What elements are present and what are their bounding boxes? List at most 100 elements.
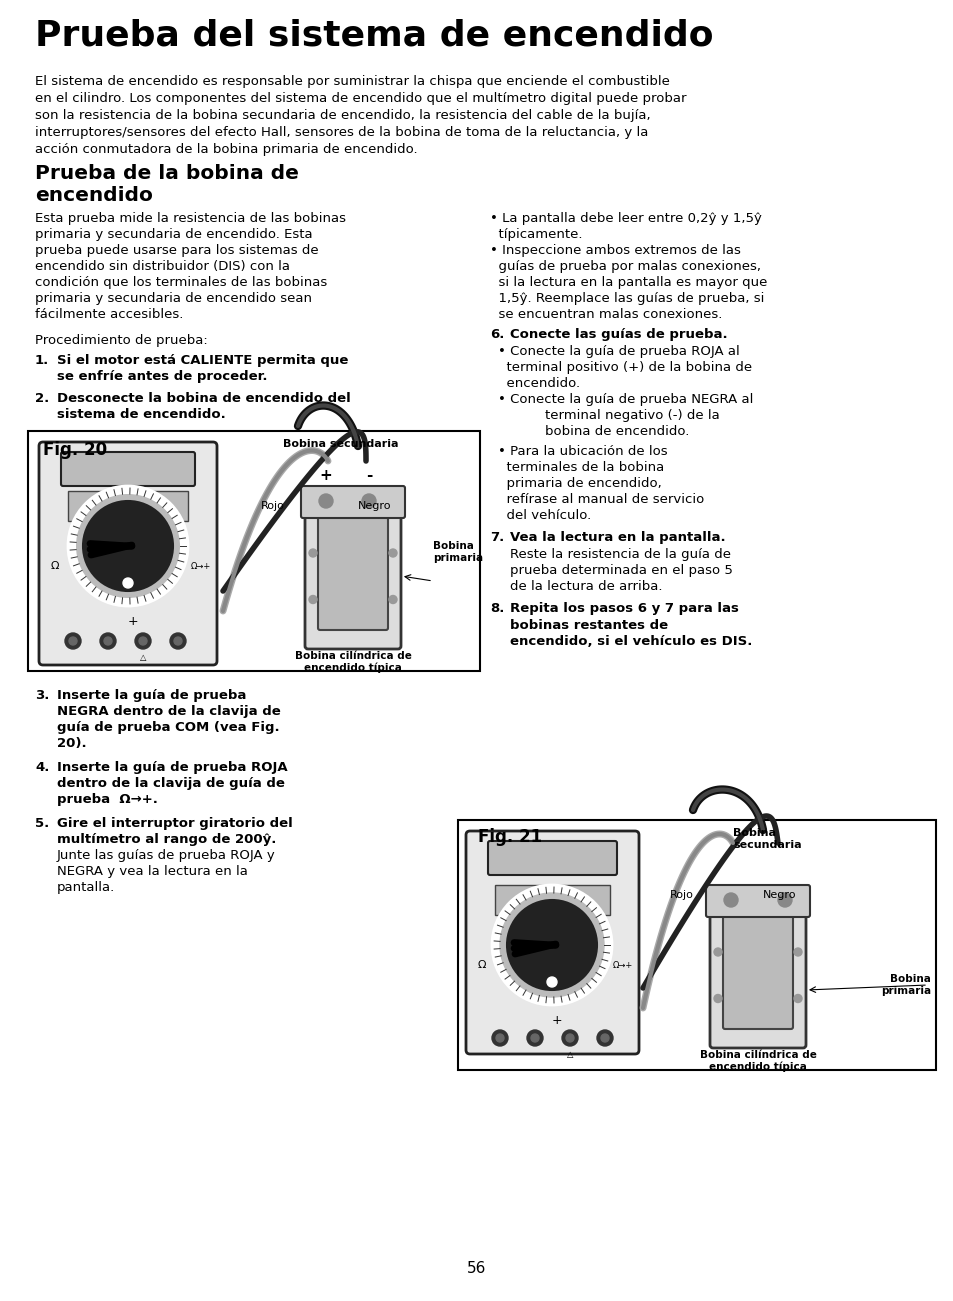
- Circle shape: [65, 634, 81, 649]
- Text: Rojo: Rojo: [261, 501, 285, 511]
- Circle shape: [723, 892, 738, 907]
- Text: 4.: 4.: [35, 761, 50, 774]
- Circle shape: [793, 948, 801, 956]
- Circle shape: [506, 900, 597, 990]
- Circle shape: [309, 549, 316, 557]
- Text: Prueba del sistema de encendido: Prueba del sistema de encendido: [35, 18, 713, 52]
- Circle shape: [713, 948, 721, 956]
- Text: terminal negativo (-) de la: terminal negativo (-) de la: [544, 409, 719, 422]
- Circle shape: [83, 501, 172, 591]
- Circle shape: [139, 637, 147, 645]
- Text: El sistema de encendido es responsable por suministrar la chispa que enciende el: El sistema de encendido es responsable p…: [35, 75, 669, 88]
- Text: primaria y secundaria de encendido. Esta: primaria y secundaria de encendido. Esta: [35, 228, 313, 241]
- Text: △: △: [566, 1050, 573, 1059]
- Text: Vea la lectura en la pantalla.: Vea la lectura en la pantalla.: [510, 531, 725, 544]
- Text: +: +: [128, 614, 138, 627]
- Circle shape: [389, 596, 396, 604]
- Text: Bobina cilíndrica de
encendido típica: Bobina cilíndrica de encendido típica: [294, 650, 411, 673]
- Text: Negro: Negro: [357, 501, 391, 511]
- Text: 5.: 5.: [35, 817, 50, 830]
- FancyBboxPatch shape: [709, 887, 805, 1049]
- Text: guías de prueba por malas conexiones,: guías de prueba por malas conexiones,: [490, 260, 760, 273]
- Text: 2.: 2.: [35, 392, 50, 405]
- Text: 1.: 1.: [35, 354, 50, 367]
- Circle shape: [561, 1030, 578, 1046]
- Text: pantalla.: pantalla.: [57, 881, 115, 894]
- Circle shape: [546, 977, 557, 987]
- Text: • Inspeccione ambos extremos de las: • Inspeccione ambos extremos de las: [490, 245, 740, 258]
- Text: 3.: 3.: [35, 690, 50, 703]
- Text: encendido: encendido: [35, 186, 152, 206]
- Text: 20).: 20).: [57, 736, 87, 749]
- FancyBboxPatch shape: [61, 451, 194, 487]
- Text: • La pantalla debe leer entre 0,2ŷ y 1,5ŷ: • La pantalla debe leer entre 0,2ŷ y 1,5…: [490, 212, 761, 225]
- Text: prueba puede usarse para los sistemas de: prueba puede usarse para los sistemas de: [35, 245, 318, 258]
- Text: se encuentran malas conexiones.: se encuentran malas conexiones.: [490, 308, 721, 321]
- Bar: [28, 431, 479, 671]
- Circle shape: [565, 1034, 574, 1042]
- Text: Ω: Ω: [477, 960, 486, 971]
- Text: Bobina
primaria: Bobina primaria: [433, 541, 482, 562]
- Text: Procedimiento de prueba:: Procedimiento de prueba:: [35, 334, 208, 347]
- Text: bobina de encendido.: bobina de encendido.: [544, 425, 689, 438]
- Text: encendido.: encendido.: [497, 377, 579, 390]
- Text: NEGRA y vea la lectura en la: NEGRA y vea la lectura en la: [57, 865, 248, 878]
- Text: Negro: Negro: [762, 890, 796, 900]
- Text: Gire el interruptor giratorio del: Gire el interruptor giratorio del: [57, 817, 293, 830]
- FancyBboxPatch shape: [39, 442, 216, 665]
- Text: Fig. 20: Fig. 20: [43, 441, 107, 459]
- Text: • Conecte la guía de prueba ROJA al: • Conecte la guía de prueba ROJA al: [497, 345, 739, 358]
- Text: Ω→+: Ω→+: [613, 960, 633, 969]
- Circle shape: [526, 1030, 542, 1046]
- Text: prueba  Ω→+.: prueba Ω→+.: [57, 794, 157, 807]
- Text: Bobina
secundaria: Bobina secundaria: [732, 827, 801, 850]
- Text: • Conecte la guía de prueba NEGRA al: • Conecte la guía de prueba NEGRA al: [497, 393, 753, 406]
- Text: Repita los pasos 6 y 7 para las: Repita los pasos 6 y 7 para las: [510, 602, 739, 615]
- Text: Desconecte la bobina de encendido del: Desconecte la bobina de encendido del: [57, 392, 351, 405]
- FancyBboxPatch shape: [705, 885, 809, 917]
- Text: +: +: [551, 1013, 561, 1026]
- Circle shape: [170, 634, 186, 649]
- Text: Inserte la guía de prueba ROJA: Inserte la guía de prueba ROJA: [57, 761, 287, 774]
- Circle shape: [361, 494, 375, 507]
- Text: son la resistencia de la bobina secundaria de encendido, la resistencia del cabl: son la resistencia de la bobina secundar…: [35, 109, 650, 122]
- Circle shape: [69, 637, 77, 645]
- Text: Esta prueba mide la resistencia de las bobinas: Esta prueba mide la resistencia de las b…: [35, 212, 346, 225]
- FancyBboxPatch shape: [488, 840, 617, 876]
- Text: fácilmente accesibles.: fácilmente accesibles.: [35, 308, 183, 321]
- Text: sistema de encendido.: sistema de encendido.: [57, 409, 226, 422]
- Text: Bobina
primaria: Bobina primaria: [880, 974, 930, 995]
- Text: terminales de la bobina: terminales de la bobina: [497, 461, 663, 474]
- Text: 1,5ŷ. Reemplace las guías de prueba, si: 1,5ŷ. Reemplace las guías de prueba, si: [490, 291, 763, 304]
- Text: △: △: [139, 653, 146, 662]
- Circle shape: [492, 1030, 507, 1046]
- Circle shape: [76, 494, 180, 598]
- Text: Reste la resistencia de la guía de: Reste la resistencia de la guía de: [510, 548, 730, 561]
- Circle shape: [389, 549, 396, 557]
- Circle shape: [496, 1034, 503, 1042]
- Text: 56: 56: [467, 1261, 486, 1276]
- Text: primaria de encendido,: primaria de encendido,: [497, 477, 661, 490]
- FancyBboxPatch shape: [301, 487, 405, 518]
- FancyBboxPatch shape: [305, 488, 400, 649]
- Text: acción conmutadora de la bobina primaria de encendido.: acción conmutadora de la bobina primaria…: [35, 143, 417, 156]
- Text: Bobina cilíndrica de
encendido típica: Bobina cilíndrica de encendido típica: [699, 1050, 816, 1072]
- Circle shape: [600, 1034, 608, 1042]
- Text: condición que los terminales de las bobinas: condición que los terminales de las bobi…: [35, 276, 327, 289]
- Text: típicamente.: típicamente.: [490, 228, 582, 241]
- Text: dentro de la clavija de guía de: dentro de la clavija de guía de: [57, 777, 285, 790]
- Text: -: -: [365, 468, 372, 483]
- Circle shape: [713, 994, 721, 1003]
- Text: • Para la ubicación de los: • Para la ubicación de los: [497, 445, 667, 458]
- FancyBboxPatch shape: [722, 905, 792, 1029]
- Text: 8.: 8.: [490, 602, 504, 615]
- Circle shape: [531, 1034, 538, 1042]
- Circle shape: [492, 885, 612, 1004]
- Text: Junte las guías de prueba ROJA y: Junte las guías de prueba ROJA y: [57, 850, 275, 863]
- Text: Conecte las guías de prueba.: Conecte las guías de prueba.: [510, 328, 727, 341]
- Text: encendido, si el vehículo es DIS.: encendido, si el vehículo es DIS.: [510, 635, 752, 648]
- Text: Rojo: Rojo: [669, 890, 693, 900]
- Text: Bobina secundaria: Bobina secundaria: [283, 438, 398, 449]
- Text: Si el motor está CALIENTE permita que: Si el motor está CALIENTE permita que: [57, 354, 348, 367]
- Text: del vehículo.: del vehículo.: [497, 509, 591, 522]
